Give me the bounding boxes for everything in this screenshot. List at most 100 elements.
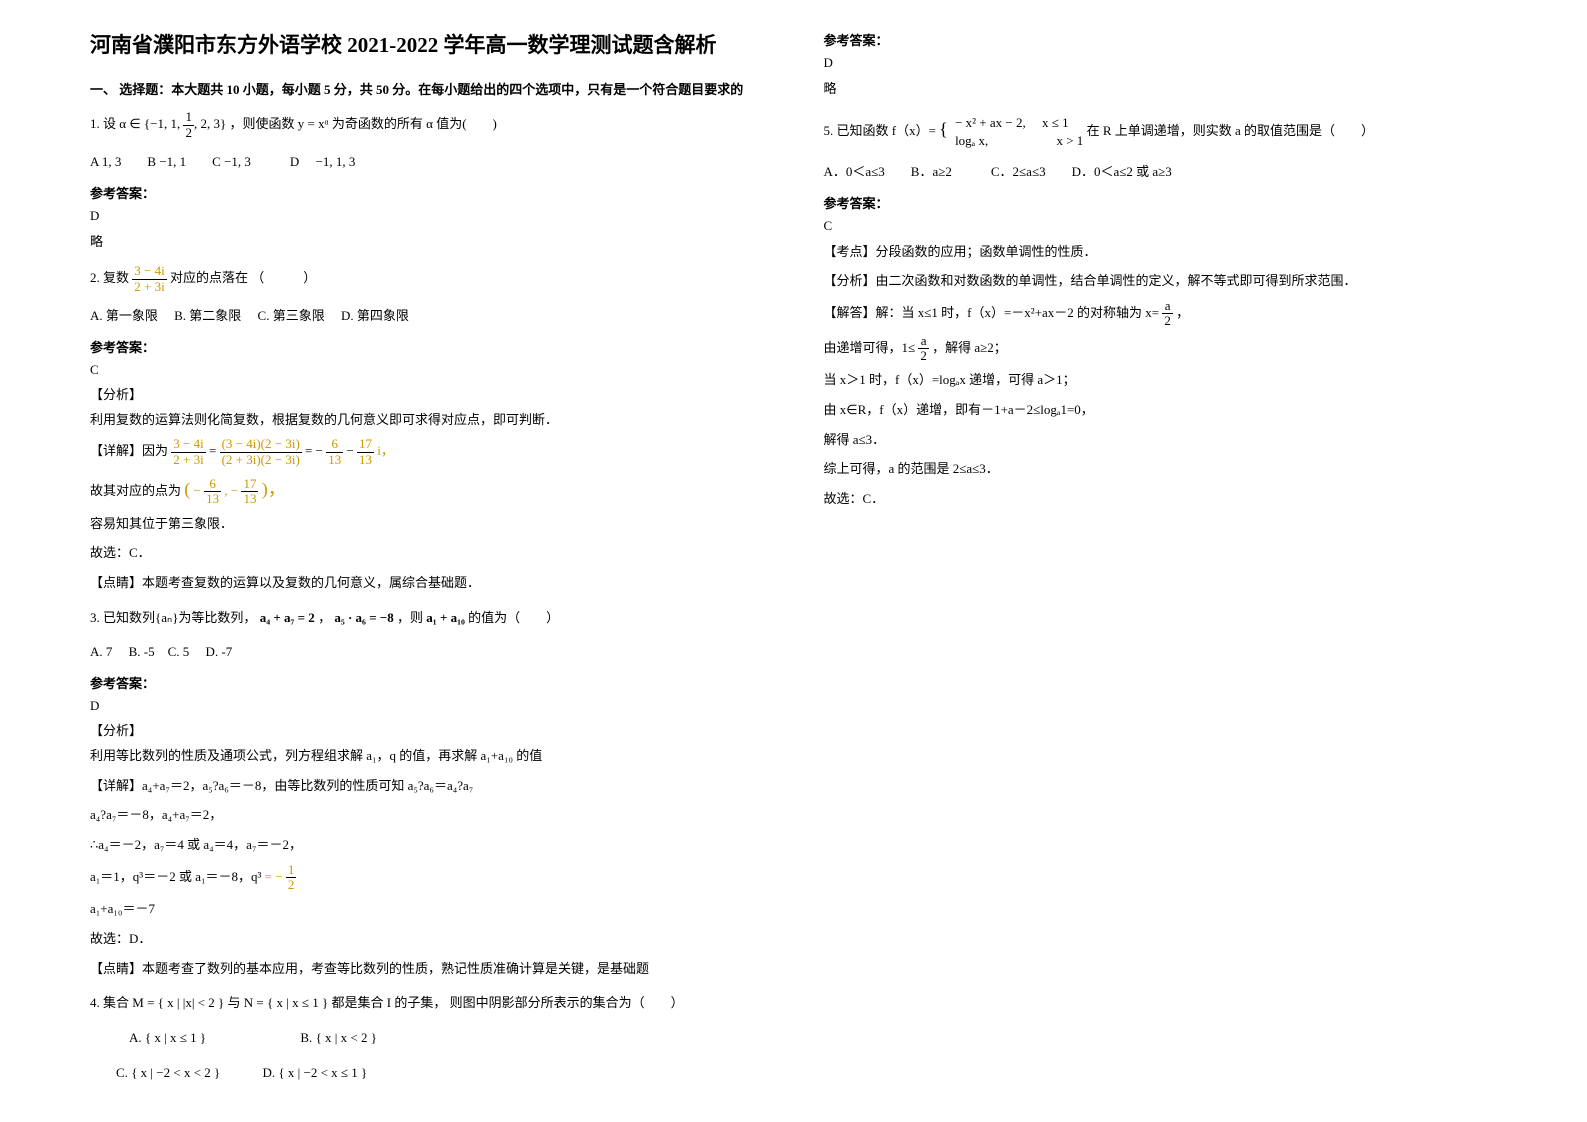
q3-analysis: 利用等比数列的性质及通项公式，列方程组求解 a₁，q 的值，再求解 a₁+a₁₀… bbox=[90, 744, 764, 769]
n: 1 bbox=[286, 863, 297, 878]
d: (2 + 3i)(2 − 3i) bbox=[220, 453, 302, 467]
q3-d2: a₄?a₇＝－8，a₄+a₇＝2， bbox=[90, 803, 764, 828]
q4-lblA: A. bbox=[129, 1030, 142, 1045]
q1-set-right: , 2, 3} bbox=[194, 116, 226, 131]
q4-row1: A. { x | x ≤ 1 } B. { x | x < 2 } bbox=[90, 1026, 764, 1051]
n: 3 − 4i bbox=[171, 437, 205, 452]
q4-M: M = { x | |x| < 2 } bbox=[132, 995, 224, 1010]
solve-label: 【解答】 bbox=[824, 305, 876, 320]
paren-r: )， bbox=[262, 479, 286, 499]
q4-A: { x | x ≤ 1 } bbox=[145, 1030, 206, 1045]
q2-analysis: 利用复数的运算法则化简复数，根据复数的几何意义即可求得对应点，即可判断． bbox=[90, 408, 764, 433]
q3-d1: 【详解】a₄+a₇＝2，a₅?a₆＝－8，由等比数列的性质可知 a₅?a₆＝a₄… bbox=[90, 774, 764, 799]
q4-C: { x | −2 < x < 2 } bbox=[131, 1065, 220, 1080]
q2-d3-mid: − bbox=[346, 443, 357, 458]
answer-label-4: 参考答案： bbox=[824, 30, 1498, 49]
question-3: 3. 已知数列{aₙ}为等比数列， a₄ + a₇ = 2 ， a₅ · a₆ … bbox=[90, 606, 764, 631]
q1-prefix: 1. 设 bbox=[90, 116, 116, 131]
q2-line3: 容易知其位于第三象限． bbox=[90, 512, 764, 537]
q3-eq2: a₅ · a₆ = −8 bbox=[334, 610, 393, 625]
n: 17 bbox=[357, 437, 374, 452]
note-label: 【点睛】 bbox=[90, 575, 142, 590]
q5-s2-suf: ，解得 a≥2； bbox=[932, 339, 1007, 354]
q2-note-text: 本题考查复数的运算以及复数的几何意义，属综合基础题． bbox=[142, 575, 480, 590]
q5-answer: C bbox=[824, 218, 1498, 234]
q5-cases: − x² + ax − 2, x ≤ 1 logₐ x, x > 1 bbox=[951, 114, 1083, 150]
q5-case2: logₐ x, x > 1 bbox=[955, 133, 1083, 148]
d: 13 bbox=[204, 492, 221, 506]
q2-detail-pre: 因为 bbox=[142, 443, 171, 458]
q4-D: { x | −2 < x ≤ 1 } bbox=[278, 1065, 367, 1080]
q4-N: N = { x | x ≤ 1 } bbox=[244, 995, 328, 1010]
q4-prefix: 4. 集合 bbox=[90, 995, 129, 1010]
q5-s1-suf: ， bbox=[1176, 305, 1189, 320]
analysis-label: 【分析】 bbox=[90, 384, 764, 403]
q2-answer: C bbox=[90, 362, 764, 378]
q1-tail: 为奇函数的所有 α 值为( ) bbox=[332, 116, 497, 131]
q5-s1-frac: a2 bbox=[1162, 299, 1173, 329]
q3-eq1: a₄ + a₇ = 2 bbox=[260, 610, 315, 625]
answer-label-2: 参考答案： bbox=[90, 337, 764, 356]
n: 6 bbox=[326, 437, 343, 452]
d: 2 bbox=[1162, 314, 1173, 328]
n: a bbox=[1162, 299, 1173, 314]
q5-analysis-text: 由二次函数和对数函数的单调性，结合单调性的定义，解不等式即可得到所求范围． bbox=[876, 273, 1357, 288]
q2-pt-pre: 故其对应的点为 bbox=[90, 483, 184, 498]
detail-label-3: 【详解】 bbox=[90, 778, 142, 793]
q5-prefix: 5. 已知函数 f（x）= bbox=[824, 123, 940, 138]
q2-line4: 故选：C． bbox=[90, 541, 764, 566]
neg: − bbox=[194, 483, 205, 498]
q2-d3: 613 bbox=[326, 437, 343, 467]
q4-brief: 略 bbox=[824, 77, 1498, 102]
analysis-label-5: 【分析】 bbox=[824, 273, 876, 288]
q1-answer: D bbox=[90, 208, 764, 224]
q2-prefix: 2. 复数 bbox=[90, 270, 132, 285]
q4-and: 与 bbox=[228, 995, 244, 1010]
q2-options: A. 第一象限 B. 第二象限 C. 第三象限 D. 第四象限 bbox=[90, 304, 764, 329]
q3-options: A. 7 B. -5 C. 5 D. -7 bbox=[90, 640, 764, 665]
q3-prefix: 3. 已知数列{aₙ}为等比数列， bbox=[90, 610, 256, 625]
pt2: 1713 bbox=[241, 477, 258, 507]
q3-d4: a₁＝1，q³＝－2 或 a₁＝－8，q³ = − 12 bbox=[90, 863, 764, 893]
q3-note: 【点睛】本题考查了数列的基本应用，考查等比数列的性质，熟记性质准确计算是关键，是… bbox=[90, 957, 764, 982]
q3-mid: ，则 bbox=[397, 610, 423, 625]
q3-d4-pre: a₁＝1，q³＝－2 或 a₁＝－8，q³ bbox=[90, 869, 261, 884]
kdian-label: 【考点】 bbox=[824, 244, 876, 259]
q5-s2-frac: a2 bbox=[918, 334, 929, 364]
analysis-label-3: 【分析】 bbox=[90, 720, 764, 739]
q1-frac-d: 2 bbox=[183, 126, 194, 140]
q3-answer: D bbox=[90, 698, 764, 714]
d: 2 bbox=[918, 349, 929, 363]
q5-s3: 当 x＞1 时，f（x）=logₐx 递增，可得 a＞1； bbox=[824, 368, 1498, 393]
d: 13 bbox=[241, 492, 258, 506]
q5-s7: 故选：C． bbox=[824, 487, 1498, 512]
q3-d6: 故选：D． bbox=[90, 927, 764, 952]
q5-case1: − x² + ax − 2, x ≤ 1 bbox=[955, 115, 1069, 130]
q1-frac-n: 1 bbox=[183, 110, 194, 125]
q2-d3-pre: = − bbox=[305, 443, 326, 458]
pt1: 613 bbox=[204, 477, 221, 507]
answer-label-5: 参考答案： bbox=[824, 193, 1498, 212]
q4-lblC: C. bbox=[116, 1065, 128, 1080]
q5-s2: 由递增可得，1≤ a2 ，解得 a≥2； bbox=[824, 334, 1498, 364]
q2-frac: 3 − 4i2 + 3i bbox=[132, 264, 166, 294]
q1-brief: 略 bbox=[90, 230, 764, 255]
q2-d3-suf: i， bbox=[377, 443, 394, 458]
q4-lblD: D. bbox=[263, 1065, 276, 1080]
q3-tail: 的值为（ ） bbox=[468, 610, 559, 625]
answer-label-3: 参考答案： bbox=[90, 673, 764, 692]
q4-tail: 都是集合 I 的子集， 则图中阴影部分所表示的集合为（ ） bbox=[331, 995, 683, 1010]
n: a bbox=[918, 334, 929, 349]
note-label-3: 【点睛】 bbox=[90, 961, 142, 976]
q1-options: A 1, 3 B −1, 1 C −1, 3 D −1, 1, 3 bbox=[90, 150, 764, 175]
q3-d4-eq: = − bbox=[265, 869, 286, 884]
question-1: 1. 设 α ∈ {−1, 1, 12, 2, 3} ，则使函数 y = xᵅ … bbox=[90, 110, 764, 140]
q5-s1: 【解答】解：当 x≤1 时，f（x）=－x²+ax－2 的对称轴为 x= a2 … bbox=[824, 299, 1498, 329]
question-2: 2. 复数 3 − 4i2 + 3i 对应的点落在 （ ） bbox=[90, 264, 764, 294]
q1-mid: ，则使函数 bbox=[229, 116, 297, 131]
q3-d4-frac: 12 bbox=[286, 863, 297, 893]
question-4: 4. 集合 M = { x | |x| < 2 } 与 N = { x | x … bbox=[90, 991, 764, 1016]
q4-row2: C. { x | −2 < x < 2 } D. { x | −2 < x ≤ … bbox=[90, 1061, 764, 1086]
q2-d2: (3 − 4i)(2 − 3i)(2 + 3i)(2 − 3i) bbox=[220, 437, 302, 467]
n: 6 bbox=[204, 477, 221, 492]
